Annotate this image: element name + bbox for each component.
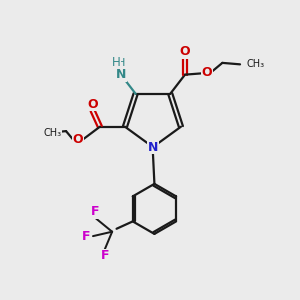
Text: N: N [116, 68, 126, 81]
Text: O: O [202, 66, 212, 79]
Text: O: O [73, 134, 83, 146]
Text: CH₃: CH₃ [44, 128, 62, 138]
Text: F: F [91, 206, 100, 218]
Text: CH₃: CH₃ [247, 59, 265, 69]
Text: F: F [82, 230, 91, 243]
Text: H: H [112, 56, 121, 69]
Text: F: F [100, 249, 109, 262]
Text: O: O [180, 46, 190, 59]
Text: H: H [117, 58, 125, 68]
Text: N: N [148, 141, 158, 154]
Text: O: O [87, 98, 98, 110]
